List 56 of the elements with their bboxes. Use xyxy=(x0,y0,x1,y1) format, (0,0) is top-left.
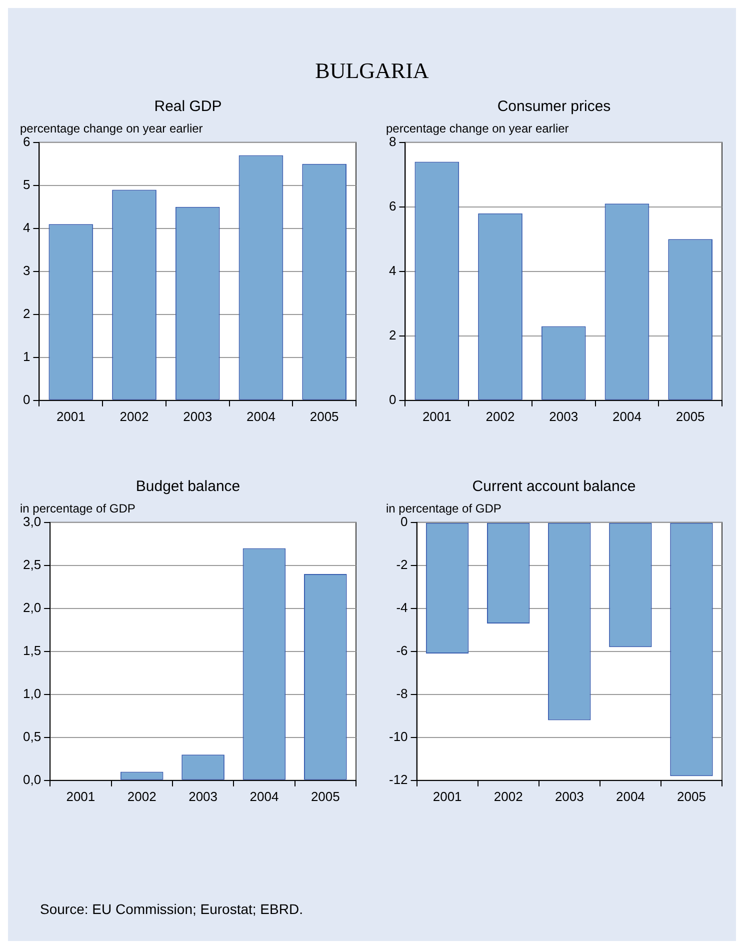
x-tick-label: 2001 xyxy=(422,408,452,424)
y-tick-label: -8 xyxy=(396,686,408,701)
x-tick-label: 2005 xyxy=(676,408,705,424)
x-tick-label: 2005 xyxy=(310,408,339,424)
y-tick-label: 1,0 xyxy=(22,686,42,701)
y-tick-label: 3 xyxy=(22,262,30,278)
y-tick-label: 4 xyxy=(22,220,30,235)
x-tick-label: 2003 xyxy=(554,788,584,804)
y-tick-label: 0 xyxy=(22,392,30,407)
y-axis-title: percentage change on year earlier xyxy=(20,122,203,136)
y-tick-label: 4 xyxy=(388,262,396,278)
x-tick-label: 2003 xyxy=(183,408,212,424)
x-tick-label: 2004 xyxy=(246,408,276,424)
y-tick-label: -6 xyxy=(396,642,408,658)
x-tick-label: 2001 xyxy=(432,788,462,804)
y-tick-label: 3,0 xyxy=(22,514,42,529)
x-tick-label: 2002 xyxy=(494,788,523,804)
chart-title: Budget balance xyxy=(136,478,240,496)
y-tick-label: 0,5 xyxy=(22,728,42,744)
y-tick-label: -4 xyxy=(396,600,408,615)
chart-title: Consumer prices xyxy=(497,98,611,116)
x-tick-label: 2005 xyxy=(310,788,340,804)
x-tick-label: 2003 xyxy=(188,788,218,804)
x-tick-label: 2004 xyxy=(250,788,279,804)
x-tick-label: 2003 xyxy=(549,408,578,424)
x-tick-label: 2002 xyxy=(486,408,515,424)
y-tick-label: 5 xyxy=(22,176,30,192)
y-axis-title: in percentage of GDP xyxy=(386,502,502,516)
x-tick-label: 2002 xyxy=(127,788,156,804)
y-tick-label: 8 xyxy=(388,134,396,149)
x-tick-label: 2002 xyxy=(120,408,149,424)
x-tick-label: 2005 xyxy=(677,788,706,804)
y-tick-label: -12 xyxy=(388,772,408,787)
x-tick-label: 2004 xyxy=(616,788,645,804)
y-tick-label: 1,5 xyxy=(22,642,42,658)
y-tick-label: -10 xyxy=(388,728,408,744)
y-axis-title: percentage change on year earlier xyxy=(386,122,569,136)
chart-title: Real GDP xyxy=(154,98,222,116)
y-tick-label: 6 xyxy=(22,134,30,149)
y-tick-label: -2 xyxy=(396,556,408,572)
y-tick-label: 0,0 xyxy=(22,772,42,787)
x-tick-label: 2001 xyxy=(66,788,96,804)
y-axis-title: in percentage of GDP xyxy=(20,502,136,516)
text: BULGARIA xyxy=(314,58,430,84)
source-note: Source: EU Commission; Eurostat; EBRD. xyxy=(40,901,303,917)
x-tick-label: 2001 xyxy=(56,408,86,424)
y-tick-label: 2 xyxy=(22,306,30,321)
y-tick-label: 2,0 xyxy=(22,600,42,615)
y-tick-label: 6 xyxy=(388,198,396,214)
y-tick-label: 0 xyxy=(388,392,396,407)
y-tick-label: 2 xyxy=(388,327,396,342)
x-tick-label: 2004 xyxy=(612,408,642,424)
y-tick-label: 0 xyxy=(400,514,408,529)
chart-title: Current account balance xyxy=(472,478,636,496)
y-tick-label: 2,5 xyxy=(22,556,42,572)
y-tick-label: 1 xyxy=(22,348,30,364)
